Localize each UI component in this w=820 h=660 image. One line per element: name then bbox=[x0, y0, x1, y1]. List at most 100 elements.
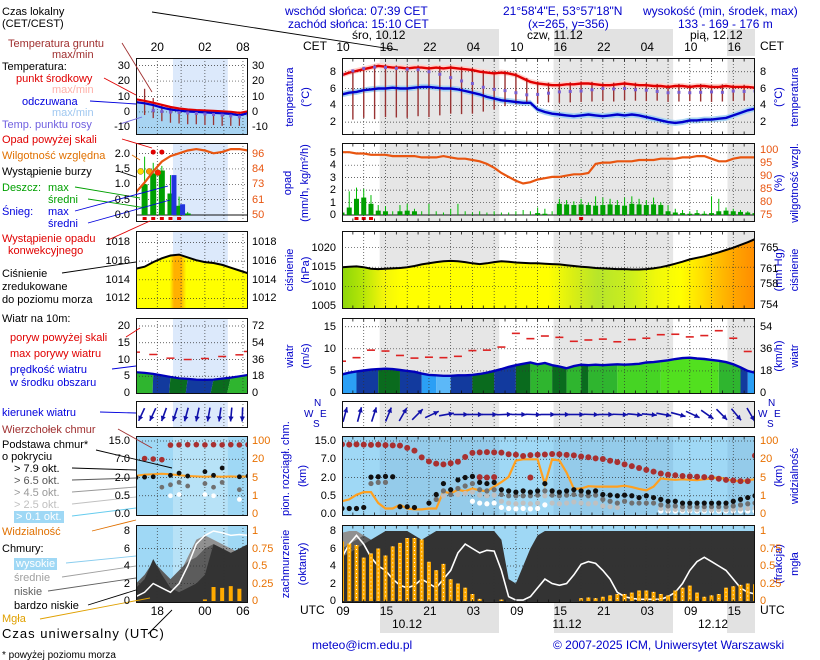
axis-tick-label: 80 bbox=[760, 195, 773, 208]
mini-cloud-base-chart bbox=[136, 436, 248, 516]
utc-label-right: UTC bbox=[760, 603, 785, 617]
mini-hour-label-cet: 20 bbox=[150, 40, 164, 54]
axis-tick-label: 85 bbox=[760, 182, 773, 195]
axis-tick-label: 2 bbox=[760, 116, 767, 129]
hour-label-utc: 15 bbox=[553, 604, 568, 618]
hour-label-cet: 16 bbox=[379, 40, 394, 54]
axis-tick-label: 6 bbox=[329, 82, 336, 95]
axis-tick-label: 0 bbox=[760, 508, 767, 520]
axis-tick-label: 2.0 bbox=[114, 471, 130, 484]
axis-tick-label: 0.5 bbox=[252, 560, 268, 572]
legend-deszcz-max: max bbox=[48, 182, 69, 194]
axis-tick-label: 5 bbox=[329, 364, 336, 377]
hour-label-utc: 03 bbox=[466, 604, 481, 618]
legend-burza: Wystąpienie burzy bbox=[2, 166, 92, 178]
axis-tick-label: 1014 bbox=[252, 273, 277, 286]
axis-tick-label: 765 bbox=[760, 242, 779, 255]
axis-tick-label: -10 bbox=[252, 121, 268, 134]
mini-hour-label-cet: 08 bbox=[236, 40, 250, 54]
day-label: pią, 12.12 bbox=[690, 28, 743, 42]
legend-mgla: Mgła bbox=[2, 613, 26, 625]
axis-tick-label: 15 bbox=[117, 336, 130, 349]
hour-label-cet: 10 bbox=[510, 40, 524, 54]
axis-tick-label: 0.75 bbox=[252, 542, 274, 555]
axis-tick-label: 1014 bbox=[105, 273, 130, 286]
cover-axis-title: zachmurzenie bbox=[280, 529, 292, 599]
axis-tick-label: 1015 bbox=[311, 261, 336, 274]
axis-tick-label: 73 bbox=[252, 178, 265, 191]
hour-label-utc: 09 bbox=[684, 604, 698, 618]
axis-tick-label: 54 bbox=[252, 336, 265, 349]
axis-tick-label: 15.0 bbox=[108, 435, 130, 447]
axis-tick-label: 1.5 bbox=[114, 162, 130, 175]
axis-tick-label: 2 bbox=[123, 577, 130, 590]
axis-tick-label: 1 bbox=[252, 489, 259, 502]
hour-label-utc: 09 bbox=[510, 604, 524, 618]
axis-tick-label: 6 bbox=[123, 542, 130, 555]
legend-temperatura: Temperatura: bbox=[2, 61, 67, 73]
axis-tick-label: 2 bbox=[329, 184, 336, 197]
wind-kmh-unit: (km/h) bbox=[773, 340, 785, 372]
mini-cloud-cover-chart bbox=[136, 525, 248, 603]
axis-tick-label: 0.0 bbox=[320, 508, 336, 520]
legend-okt-3: > 2.5 okt. bbox=[14, 499, 60, 511]
axis-tick-label: 0 bbox=[252, 508, 259, 520]
night-shading-band bbox=[379, 29, 500, 56]
axis-tick-label: 54 bbox=[760, 320, 773, 333]
axis-tick-label: 0.5 bbox=[114, 489, 130, 502]
axis-tick-label: 0.0 bbox=[114, 209, 130, 221]
axis-tick-label: 4 bbox=[760, 99, 767, 112]
night-shading-band bbox=[379, 603, 500, 633]
legend-wilgotnosc: Wilgotność względna bbox=[2, 150, 106, 162]
axis-tick-label: 4 bbox=[329, 99, 336, 112]
mini-temperature-chart bbox=[136, 58, 248, 135]
axis-tick-label: 0 bbox=[123, 387, 130, 399]
compass-north: N bbox=[314, 398, 322, 409]
compass-south: S bbox=[313, 419, 320, 430]
axis-tick-label: 8 bbox=[329, 525, 336, 537]
axis-tick-label: 90 bbox=[760, 169, 773, 182]
legend-podstawa-1: Podstawa chmur* bbox=[2, 439, 89, 451]
axis-tick-label: 1 bbox=[760, 525, 767, 537]
cloud-cover-chart bbox=[342, 525, 755, 603]
axis-tick-label: 758 bbox=[760, 278, 779, 291]
axis-tick-label: 2.0 bbox=[114, 147, 130, 160]
axis-tick-label: 10 bbox=[117, 90, 130, 103]
legend-wierzcholek: Wierzchołek chmur bbox=[2, 424, 96, 436]
legend-okt-2: > 4.5 okt. bbox=[14, 487, 60, 499]
axis-tick-label: 761 bbox=[760, 262, 779, 275]
pressure-axis-title: ciśnienie bbox=[284, 248, 296, 292]
legend-cloud-type-1: średnie bbox=[14, 572, 51, 584]
humidity-axis-title: wilgotność wzgl. bbox=[789, 142, 801, 223]
axis-tick-label: 0 bbox=[760, 387, 767, 399]
axis-tick-label: 100 bbox=[760, 435, 779, 447]
legend-deszcz-sredni: średni bbox=[48, 194, 78, 206]
axis-tick-label: 72 bbox=[252, 320, 265, 333]
mini-wind-direction-strip bbox=[136, 401, 248, 428]
contact-email-link[interactable]: meteo@icm.edu.pl bbox=[312, 638, 413, 652]
altitude-label: wysokość (min, środek, max) bbox=[643, 4, 798, 18]
legend-konwekcyjny-1: Wystąpienie opadu bbox=[2, 233, 96, 245]
pressure-chart bbox=[342, 231, 755, 309]
altitude-values: 133 - 169 - 176 m bbox=[678, 17, 773, 31]
axis-tick-label: 36 bbox=[252, 353, 265, 366]
axis-tick-label: 0.25 bbox=[252, 577, 274, 590]
legend-snieg-max: max bbox=[48, 206, 69, 218]
axis-tick-label: 0 bbox=[329, 209, 336, 221]
axis-tick-label: 18 bbox=[760, 364, 773, 377]
axis-tick-label: 0 bbox=[329, 595, 336, 607]
night-shading-band bbox=[553, 29, 674, 56]
axis-tick-label: 0.25 bbox=[760, 577, 782, 590]
hour-label-cet: 10 bbox=[336, 40, 350, 54]
axis-tick-label: 8 bbox=[329, 65, 336, 78]
axis-tick-label: 0.5 bbox=[760, 560, 776, 572]
axis-tick-label: 1012 bbox=[105, 292, 130, 305]
mini-hour-label-utc: 06 bbox=[236, 604, 250, 618]
axis-tick-label: 0.0 bbox=[114, 508, 130, 520]
temperature-chart bbox=[342, 58, 755, 135]
utc-label-left: UTC bbox=[300, 603, 325, 617]
hour-label-cet: 10 bbox=[684, 40, 698, 54]
axis-tick-label: 4 bbox=[329, 560, 336, 572]
legend-cisnienie-3: do poziomu morza bbox=[2, 294, 93, 306]
fog-axis-title: mgła bbox=[789, 552, 801, 576]
